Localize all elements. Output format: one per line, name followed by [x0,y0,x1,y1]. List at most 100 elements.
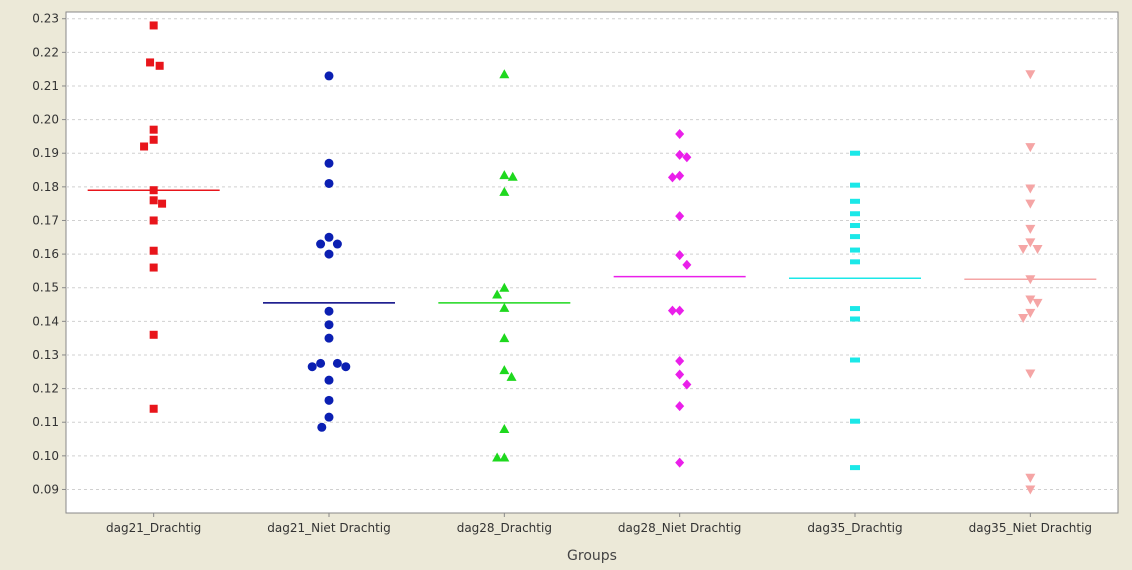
data-point [149,186,158,195]
data-point [499,423,510,433]
data-point [324,375,334,385]
data-point [1025,369,1036,379]
data-point [332,239,342,249]
data-point [1018,313,1029,323]
data-point [667,305,677,316]
data-point [324,158,334,168]
y-tick-label: 0.18 [32,180,59,194]
data-point [499,282,510,292]
data-point [850,316,860,322]
data-point [1025,184,1036,194]
data-point [850,306,860,312]
data-point [324,232,334,242]
data-point [850,198,860,204]
x-category-label: dag21_Niet Drachtig [267,521,390,535]
data-point [499,333,510,343]
x-axis-title: Groups [567,548,617,564]
data-point [850,182,860,188]
data-point [1025,275,1036,285]
data-point [506,371,517,381]
data-point [675,457,685,468]
data-point [1018,245,1029,255]
data-point [675,250,685,261]
data-points [140,21,1043,495]
data-point [149,246,158,255]
y-tick-label: 0.09 [32,482,59,496]
data-point [499,452,510,462]
data-point [324,71,334,81]
data-point [1025,295,1036,305]
x-category-label: dag21_Drachtig [106,521,201,535]
data-point [850,211,860,217]
data-point [850,247,860,253]
data-point [324,249,334,259]
data-point [324,320,334,330]
data-point [341,362,351,372]
data-point [1025,473,1036,483]
data-point [1025,70,1036,80]
data-point [149,404,158,413]
data-point [667,172,677,183]
data-point [324,412,334,422]
data-point [316,358,326,368]
data-point [1025,308,1036,318]
data-point [675,305,685,316]
x-category-label: dag28_Drachtig [457,521,552,535]
data-point [1025,238,1036,248]
y-tick-label: 0.17 [32,213,59,227]
data-point [675,401,685,412]
data-point [155,61,164,70]
data-point [1025,224,1036,234]
x-axis: dag21_Drachtig dag21_Niet Drachtig dag28_D… [106,513,1092,535]
data-point [149,263,158,272]
data-point [675,170,685,181]
data-point [140,142,149,151]
data-point [675,356,685,367]
data-point [1025,199,1036,209]
data-point [850,357,860,363]
plot-area [65,11,1119,514]
y-tick-label: 0.13 [32,348,59,362]
y-tick-label: 0.10 [32,449,59,463]
y-tick-label: 0.19 [32,146,59,160]
data-point [324,306,334,316]
data-point [682,259,692,270]
y-tick-label: 0.11 [32,415,59,429]
data-point [1025,485,1036,495]
data-point [499,69,510,79]
y-axis: 0.09 0.10 0.11 0.12 0.13 0.14 0.15 0.16 0.17 0.18… [32,12,66,496]
y-tick-label: 0.15 [32,281,59,295]
data-point [675,149,685,160]
data-point [1032,245,1043,255]
data-point [149,216,158,225]
data-point [324,178,334,188]
data-point [850,223,860,229]
y-tick-label: 0.14 [32,314,59,328]
data-point [317,422,327,432]
data-point [149,135,158,144]
data-point [850,465,860,471]
data-point [1032,298,1043,308]
data-point [850,234,860,240]
data-point [499,365,510,375]
data-point [492,289,503,299]
x-category-label: dag28_Niet Drachtig [618,521,741,535]
data-point [682,379,692,390]
data-point [850,418,860,424]
data-point [682,152,692,163]
y-tick-label: 0.12 [32,382,59,396]
data-point [146,58,155,67]
data-point [149,196,158,205]
data-point [158,199,167,208]
data-point [675,129,685,140]
x-category-label: dag35_Niet Drachtig [969,521,1092,535]
grid-lines [66,18,1118,490]
data-point [149,125,158,134]
y-tick-label: 0.23 [32,12,59,26]
data-point [492,452,503,462]
data-point [850,150,860,156]
data-point [332,358,342,368]
data-point [499,302,510,312]
